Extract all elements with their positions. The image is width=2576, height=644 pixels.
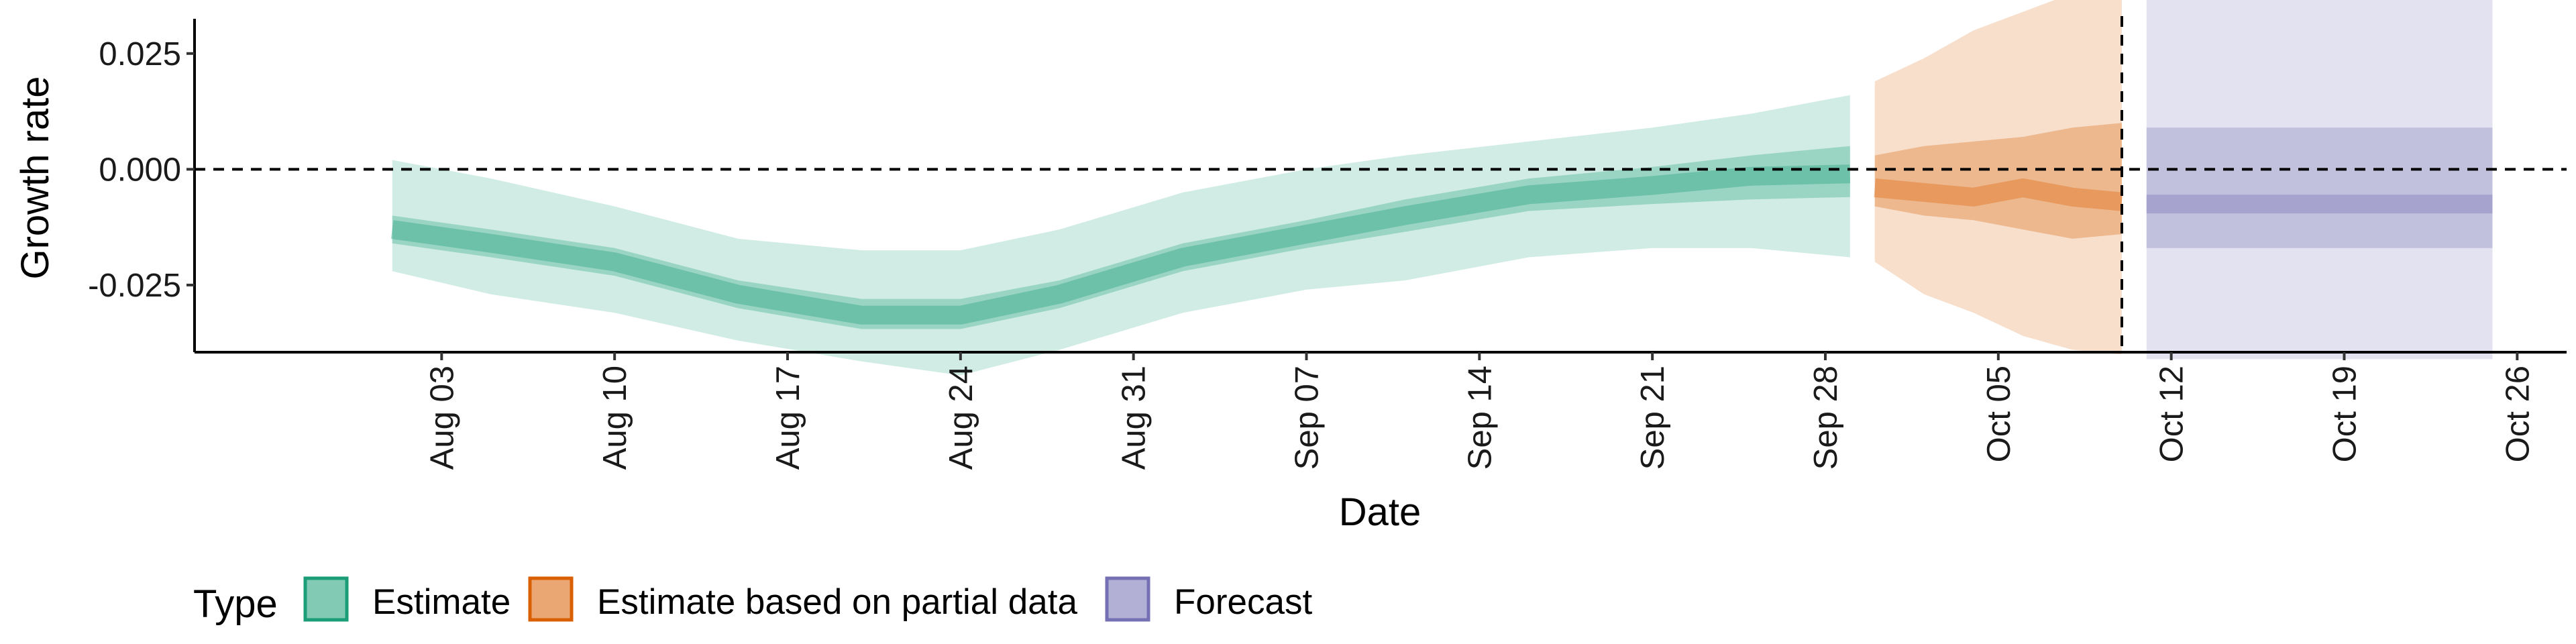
y-axis-ticks: 0.025 0.000 -0.025 xyxy=(88,36,195,304)
y-axis-title: Growth rate xyxy=(13,76,57,280)
x-tick-label: Sep 14 xyxy=(1462,366,1498,470)
estimate-band-50 xyxy=(392,146,1850,329)
y-tick-label: 0.000 xyxy=(99,152,181,188)
x-tick-label: Aug 31 xyxy=(1116,366,1152,470)
y-tick-label: -0.025 xyxy=(88,268,181,304)
estimate-band-90 xyxy=(392,95,1850,376)
reference-lines xyxy=(195,16,2567,352)
x-tick-label: Oct 12 xyxy=(2154,366,2190,462)
legend-title: Type xyxy=(193,582,278,626)
x-axis-ticks: Aug 03 Aug 10 Aug 17 Aug 24 Aug 31 Sep 07 Sep … xyxy=(424,352,2536,470)
x-tick-label: Oct 05 xyxy=(1981,366,2017,462)
x-tick-label: Sep 07 xyxy=(1289,366,1326,470)
x-tick-label: Oct 26 xyxy=(2500,366,2536,462)
x-tick-label: Oct 19 xyxy=(2327,366,2363,462)
x-tick-label: Aug 24 xyxy=(943,366,979,470)
x-tick-label: Aug 17 xyxy=(770,366,806,470)
legend: Type Estimate Estimate based on partial d… xyxy=(193,576,1312,626)
x-tick-label: Sep 28 xyxy=(1808,366,1844,470)
legend-label-estimate-based-on-partial-data: Estimate based on partial data xyxy=(597,582,1077,622)
forecast-band-90 xyxy=(2146,0,2493,360)
x-tick-label: Aug 10 xyxy=(597,366,633,470)
median-lines xyxy=(390,164,2493,325)
legend-label-estimate: Estimate xyxy=(372,582,511,622)
x-tick-label: Sep 21 xyxy=(1635,366,1671,470)
x-tick-label: Aug 03 xyxy=(424,366,460,470)
y-tick-label: 0.025 xyxy=(99,36,181,72)
estimate-based-on-partial-data-median-band xyxy=(1874,178,2123,211)
estimate-based-on-partial-data-band-50 xyxy=(1874,123,2122,239)
estimate-based-on-partial-data-band-90 xyxy=(1874,0,2122,355)
estimate-median-band xyxy=(390,164,1851,325)
legend-key-estimate-based-on-partial-data xyxy=(528,576,574,622)
legend-key-forecast xyxy=(1105,576,1150,622)
legend-label-forecast: Forecast xyxy=(1174,582,1312,622)
legend-key-estimate xyxy=(303,576,349,622)
uncertainty-bands xyxy=(392,0,2493,376)
forecast-band-50 xyxy=(2146,127,2493,248)
x-axis-title: Date xyxy=(1339,490,1421,534)
